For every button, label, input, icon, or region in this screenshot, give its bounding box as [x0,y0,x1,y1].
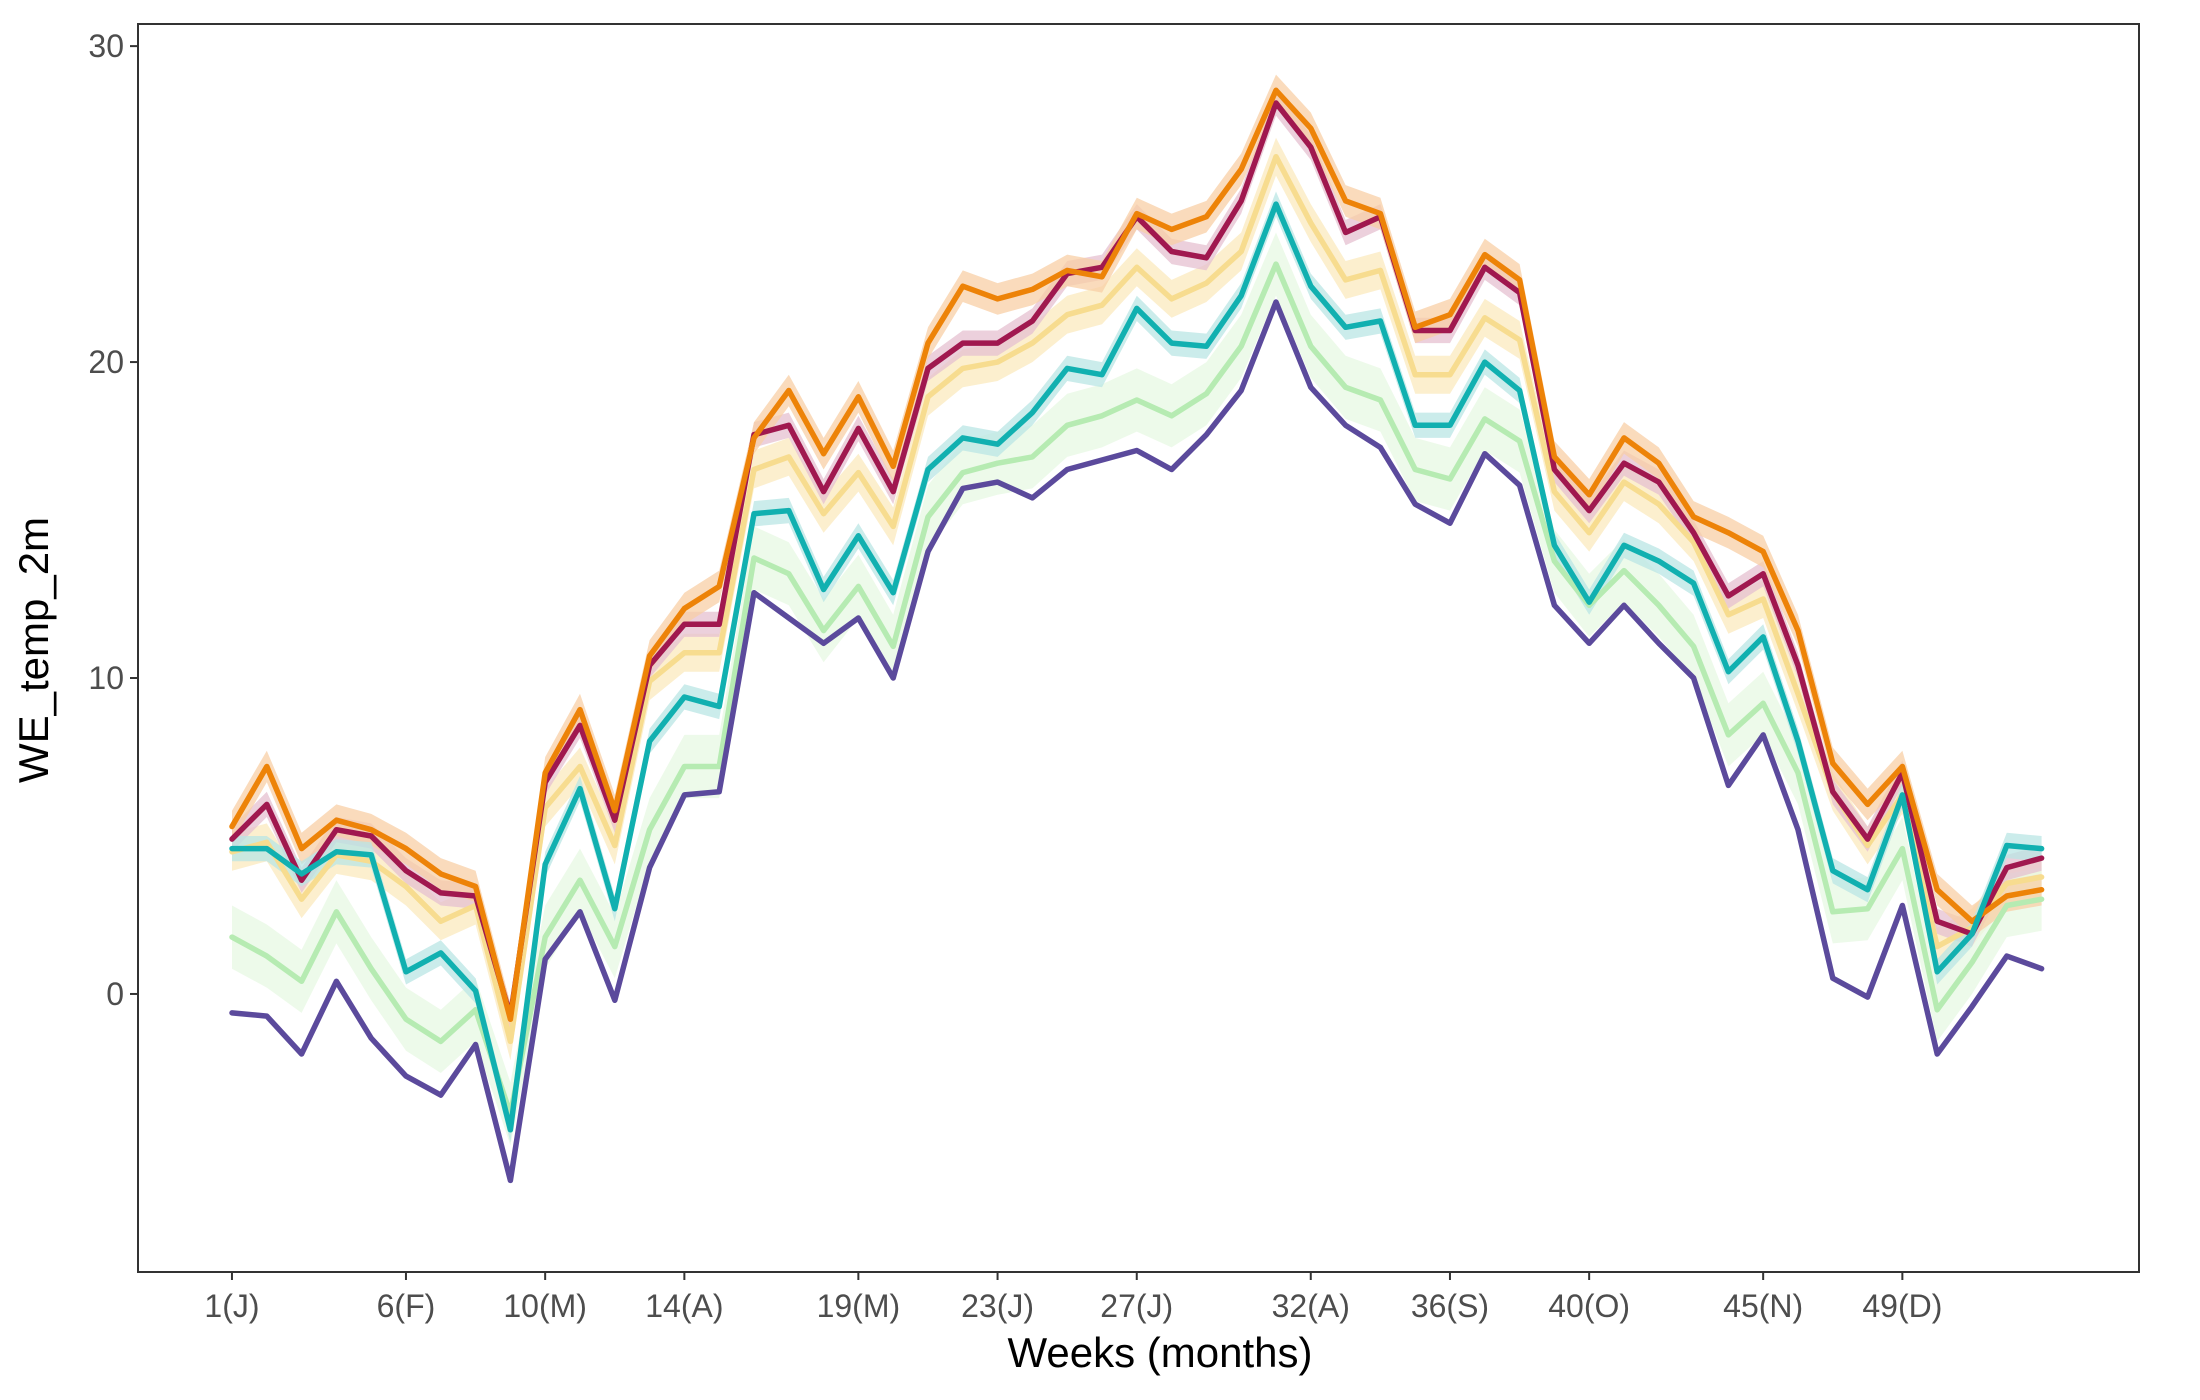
y-tick-label: 20 [88,344,124,380]
plot-panel-border [137,23,2140,1273]
x-tick-label: 32(A) [1272,1288,1350,1324]
series-2-line [229,261,2045,1117]
x-axis: 1(J) 6(F) 10(M) 14(A) 19(M) 23(J) 27(J) 32(A) 36… [204,1272,1942,1324]
series-4-line [229,87,2045,1022]
x-tick-label: 27(J) [1100,1288,1173,1324]
x-tick-label: 36(S) [1411,1288,1489,1324]
y-tick-label: 0 [106,976,124,1012]
confidence-bands [232,74,2042,1146]
y-tick-label: 30 [88,28,124,64]
x-tick-label: 23(J) [961,1288,1034,1324]
x-axis-title: Weeks (months) [1008,1329,1313,1376]
x-tick-label: 19(M) [817,1288,901,1324]
series-6-line [229,299,2045,1184]
series-1-line [229,153,2045,1045]
x-tick-label: 45(N) [1723,1288,1803,1324]
series-2-band [232,232,2042,1146]
x-tick-label: 49(D) [1862,1288,1942,1324]
series-5-line [229,201,2045,1133]
x-tick-label: 1(J) [204,1288,259,1324]
x-tick-label: 6(F) [377,1288,436,1324]
x-tick-label: 40(O) [1548,1288,1630,1324]
y-axis: 0 10 20 30 [88,28,138,1012]
x-tick-label: 10(M) [503,1288,587,1324]
series-lines [229,87,2045,1184]
y-tick-label: 10 [88,660,124,696]
y-axis-title: WE_temp_2m [10,517,57,783]
x-tick-label: 14(A) [645,1288,723,1324]
